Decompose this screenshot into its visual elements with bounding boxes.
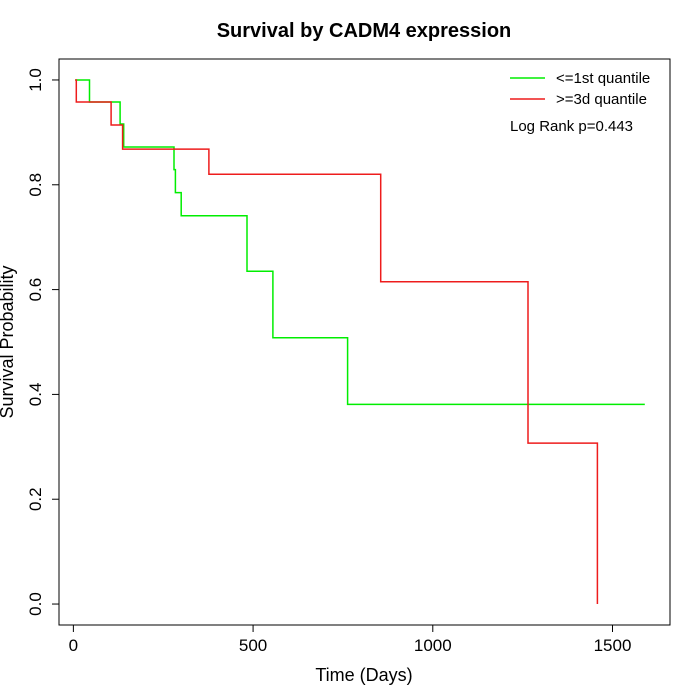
x-tick-label: 1500 <box>594 636 632 655</box>
y-tick-label: 1.0 <box>26 68 45 92</box>
y-tick-label: 0.6 <box>26 278 45 302</box>
y-tick-label: 0.0 <box>26 592 45 616</box>
x-axis: 0 500 1000 1500 <box>69 624 632 655</box>
y-tick-label: 0.8 <box>26 173 45 197</box>
y-tick-label: 0.2 <box>26 487 45 511</box>
legend-label: >=3d quantile <box>556 91 647 108</box>
x-axis-label: Time (Days) <box>315 665 412 685</box>
chart-title: Survival by CADM4 expression <box>217 20 512 42</box>
y-tick-label: 0.4 <box>26 383 45 407</box>
y-axis: 0.0 0.2 0.4 0.6 0.8 1.0 <box>26 68 60 616</box>
legend-label: <=1st quantile <box>556 70 650 87</box>
log-rank-annotation: Log Rank p=0.443 <box>510 118 633 135</box>
series-layer <box>75 79 645 604</box>
y-axis-label: Survival Probability <box>0 265 17 418</box>
x-tick-label: 500 <box>239 636 267 655</box>
x-tick-label: 0 <box>69 636 78 655</box>
x-tick-label: 1000 <box>414 636 452 655</box>
series-line-high-quantile <box>75 79 599 604</box>
series-line-low-quantile <box>75 79 645 406</box>
legend: <=1st quantile >=3d quantile <box>510 70 650 108</box>
